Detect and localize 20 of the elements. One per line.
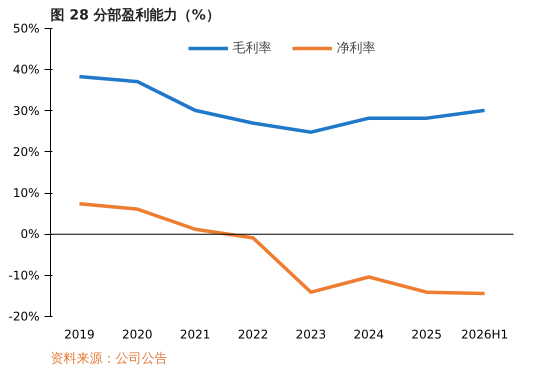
y-tick-label: -10% [8, 268, 40, 282]
x-tick-label: 2021 [180, 328, 210, 342]
y-tick-label: 50% [12, 22, 40, 36]
y-tick-label: 0% [20, 227, 40, 242]
y-tick-label: -20% [8, 310, 40, 324]
y-tick-label: 30% [12, 104, 40, 118]
x-tick-label: 2026H1 [460, 328, 508, 342]
text: 资料来源：公司公告 [50, 352, 168, 366]
chart-title: 图 28 分部盈利能力（%） [50, 6, 220, 24]
x-tick-label: 2023 [296, 328, 326, 342]
y-tick-label: 10% [12, 186, 40, 200]
x-tick-label: 2020 [122, 328, 153, 342]
x-tick-label: 2025 [411, 328, 442, 342]
y-tick-label: 20% [12, 144, 40, 159]
y-tick-label: 40% [12, 62, 40, 77]
x-tick-label: 2019 [64, 328, 95, 342]
x-tick-label: 2024 [354, 328, 384, 342]
legend-label: 净利率 [336, 40, 376, 57]
x-tick-label: 2022 [238, 328, 268, 342]
legend-label: 毛利率 [232, 40, 272, 57]
